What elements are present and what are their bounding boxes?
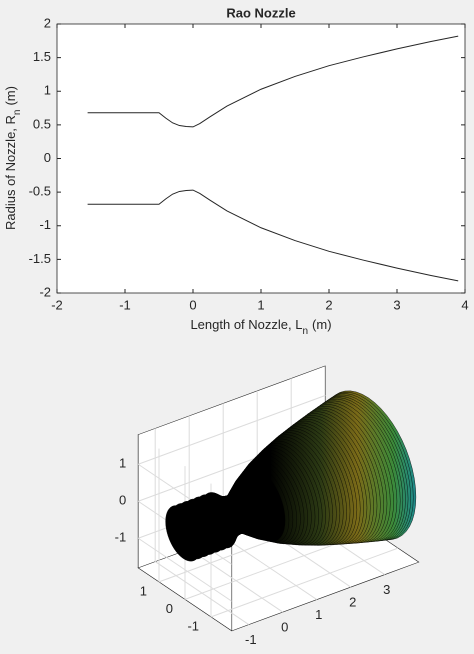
y-tick-label: -0.5 [29, 184, 51, 199]
x-tick-label: 1 [315, 607, 322, 622]
x-tick-label: 3 [393, 297, 400, 312]
y-tick-label: 2 [44, 15, 51, 30]
axes-3d: -1 0 1 2 3 -1 0 1 -1 0 1 [115, 365, 420, 647]
chart-title: Rao Nozzle [226, 5, 295, 20]
x-tick-label: -1 [245, 632, 257, 647]
x-tick-label: 3 [383, 582, 390, 597]
x-label-sub: n [302, 326, 308, 337]
y-tick-label: 0.5 [33, 116, 51, 131]
y-tick-label: -1 [39, 217, 51, 232]
grid-line [138, 395, 326, 465]
x-tick-label: -2 [51, 297, 63, 312]
y-tick-label: -1 [187, 618, 199, 633]
x-label-text: Length of Nozzle, L [190, 317, 302, 332]
z-tick-label: 1 [119, 456, 126, 471]
x-tick-label: 0 [281, 620, 288, 635]
x-tick-label: 2 [325, 297, 332, 312]
grid-line [210, 547, 399, 618]
z-tick-label: 0 [119, 493, 126, 508]
y-tick-label: -1.5 [29, 251, 51, 266]
x-tick-label: 2 [349, 595, 356, 610]
grid-line [137, 537, 233, 602]
x-tick-label: 4 [461, 297, 468, 312]
surface-ring [165, 505, 202, 562]
x-axis-label: Length of Nozzle, Ln (m) [190, 317, 331, 336]
y-tick-label: -2 [39, 284, 51, 299]
y-tick-label: 0 [44, 150, 51, 165]
contour-line [87, 189, 459, 282]
plot-area [56, 23, 466, 294]
y-label-text: Radius of Nozzle, R [3, 115, 18, 230]
contour-line [87, 35, 459, 128]
z-tick-label: -1 [115, 530, 127, 545]
y-axis-label: Radius of Nozzle, Rn (m) [3, 86, 22, 230]
x-tick-label: -1 [119, 297, 131, 312]
y-label-unit: (m) [3, 86, 18, 106]
x-tick-label: 0 [189, 297, 196, 312]
y-tick-label: 1 [140, 583, 147, 598]
y-tick-label: 1 [44, 83, 51, 98]
x-tick-label: 1 [257, 297, 264, 312]
x-label-unit: (m) [312, 317, 332, 332]
y-label-sub: n [12, 110, 23, 116]
y-tick-label: 0 [166, 601, 173, 616]
y-tick-label: 1.5 [33, 49, 51, 64]
